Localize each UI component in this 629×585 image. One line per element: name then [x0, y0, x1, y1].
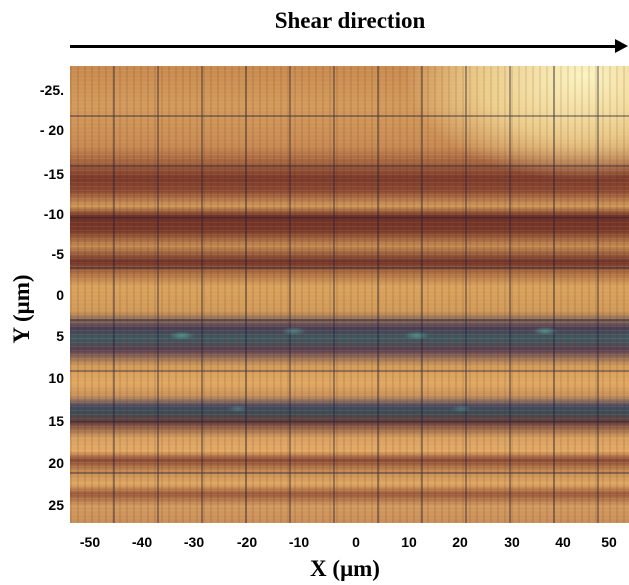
y-tick-label: -10 [43, 206, 64, 222]
y-tick-label: -5 [51, 246, 64, 262]
x-tick-label: -40 [131, 534, 153, 550]
shear-arrow-line [70, 45, 620, 48]
y-tick-label: 5 [56, 328, 64, 344]
x-tick-label: 40 [555, 534, 571, 550]
x-tick-label: 10 [401, 534, 417, 550]
x-tick-label: 30 [504, 534, 520, 550]
micrograph-image [70, 66, 629, 523]
x-tick-label: 50 [601, 534, 617, 550]
y-tick-label: 15 [48, 413, 64, 429]
x-tick-label: -10 [288, 534, 310, 550]
shear-arrow-head [615, 39, 628, 53]
x-tick-label: 0 [352, 534, 360, 550]
y-tick-label: 25 [48, 497, 64, 513]
y-tick-label: - 20 [39, 122, 64, 138]
y-tick-label: 10 [48, 370, 64, 386]
y-tick-label: -15 [43, 166, 64, 182]
x-axis-label: X (μm) [310, 556, 380, 581]
x-tick-label: -50 [79, 534, 101, 550]
y-tick-label: 20 [48, 455, 64, 471]
grid-overlay [70, 66, 629, 523]
y-tick-label: 0 [56, 287, 64, 303]
x-tick-label: -20 [236, 534, 258, 550]
y-axis-label: Y (μm) [9, 274, 34, 344]
y-tick-label: -25. [39, 82, 64, 98]
x-tick-label: 20 [452, 534, 468, 550]
x-tick-label: -30 [183, 534, 205, 550]
shear-direction-title: Shear direction [274, 8, 426, 33]
